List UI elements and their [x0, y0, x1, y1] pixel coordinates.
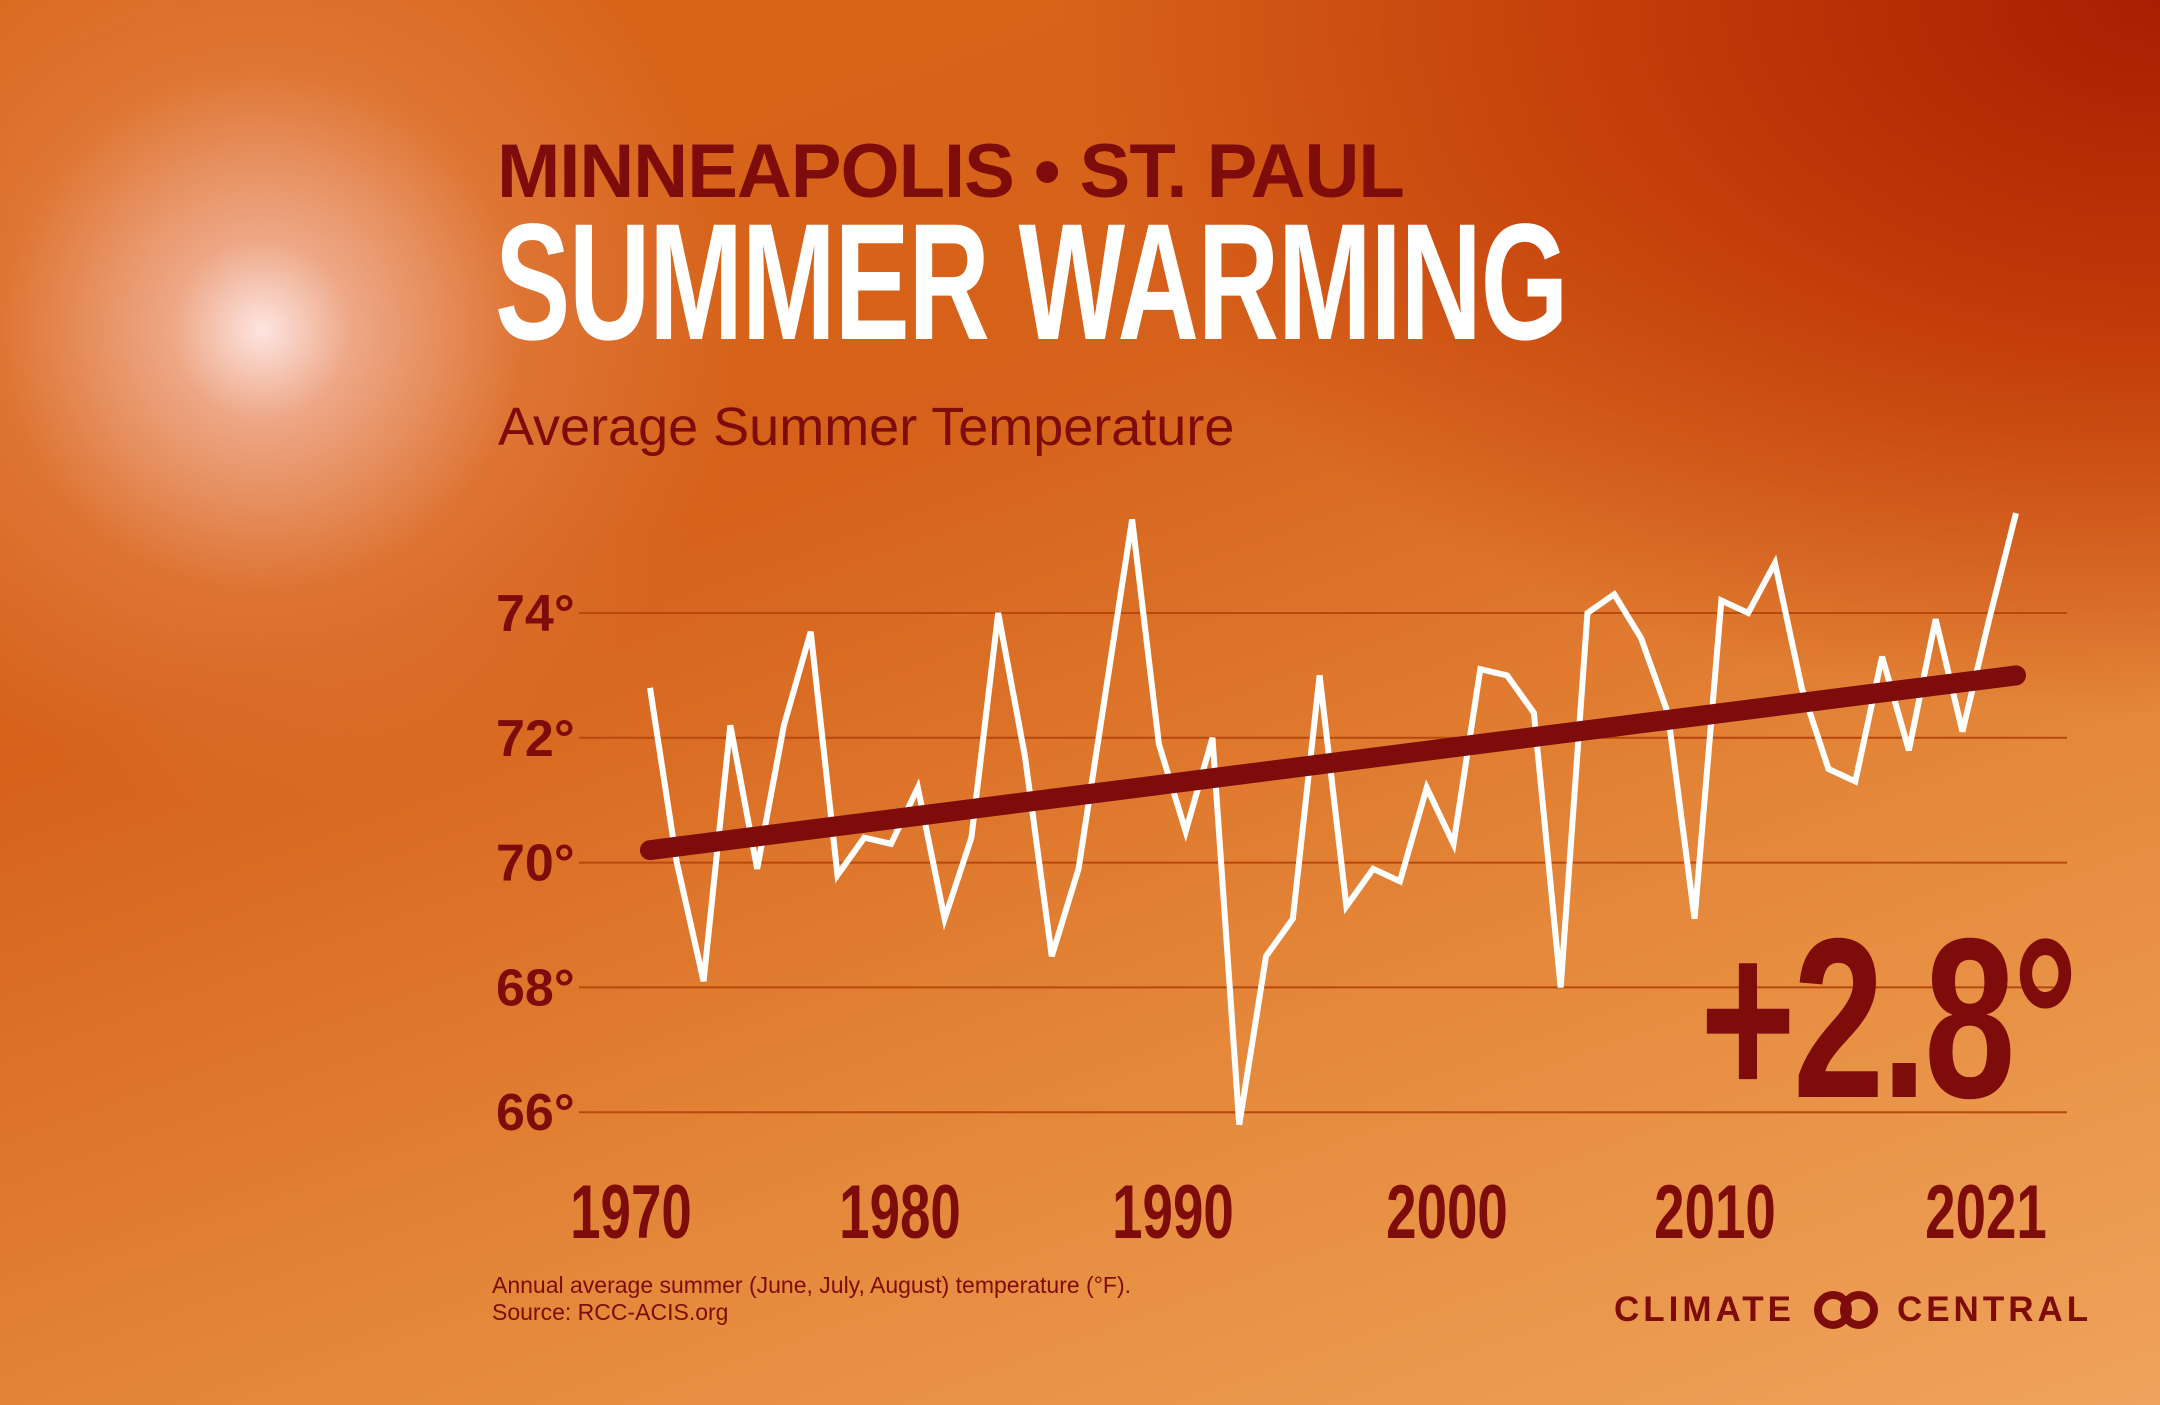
- footnote-description: Annual average summer (June, July, Augus…: [492, 1272, 1131, 1298]
- footnote-source: Source: RCC-ACIS.org: [492, 1299, 729, 1325]
- warming-annotation: +2.8°: [1700, 892, 2078, 1146]
- logo-text-left: CLIMATE: [1614, 1290, 1795, 1329]
- linked-circles-icon: [1813, 1291, 1878, 1329]
- x-tick-label: 2010: [1654, 1170, 1776, 1255]
- y-tick-label: 74°: [496, 585, 575, 643]
- y-tick-label: 68°: [496, 959, 575, 1017]
- x-tick-label: 1980: [839, 1170, 961, 1255]
- logo-text-right: CENTRAL: [1896, 1290, 2093, 1329]
- footnote: Annual average summer (June, July, Augus…: [492, 1272, 1131, 1326]
- y-tick-label: 72°: [496, 710, 575, 768]
- temperature-line: [647, 512, 2019, 1126]
- x-tick-label: 2021: [1925, 1170, 2047, 1255]
- y-tick-label: 66°: [496, 1084, 575, 1142]
- x-tick-label: 1990: [1112, 1170, 1234, 1255]
- climate-central-logo: CLIMATE CENTRAL: [1614, 1290, 2092, 1330]
- x-tick-label: 1970: [570, 1170, 692, 1255]
- trend-line: [640, 665, 2026, 861]
- x-tick-label: 2000: [1386, 1170, 1508, 1255]
- y-tick-label: 70°: [496, 835, 575, 893]
- title-main: SUMMER WARMING: [495, 190, 1568, 375]
- chart-subtitle: Average Summer Temperature: [498, 397, 1235, 457]
- title-city: MINNEAPOLIS • ST. PAUL: [497, 129, 1405, 214]
